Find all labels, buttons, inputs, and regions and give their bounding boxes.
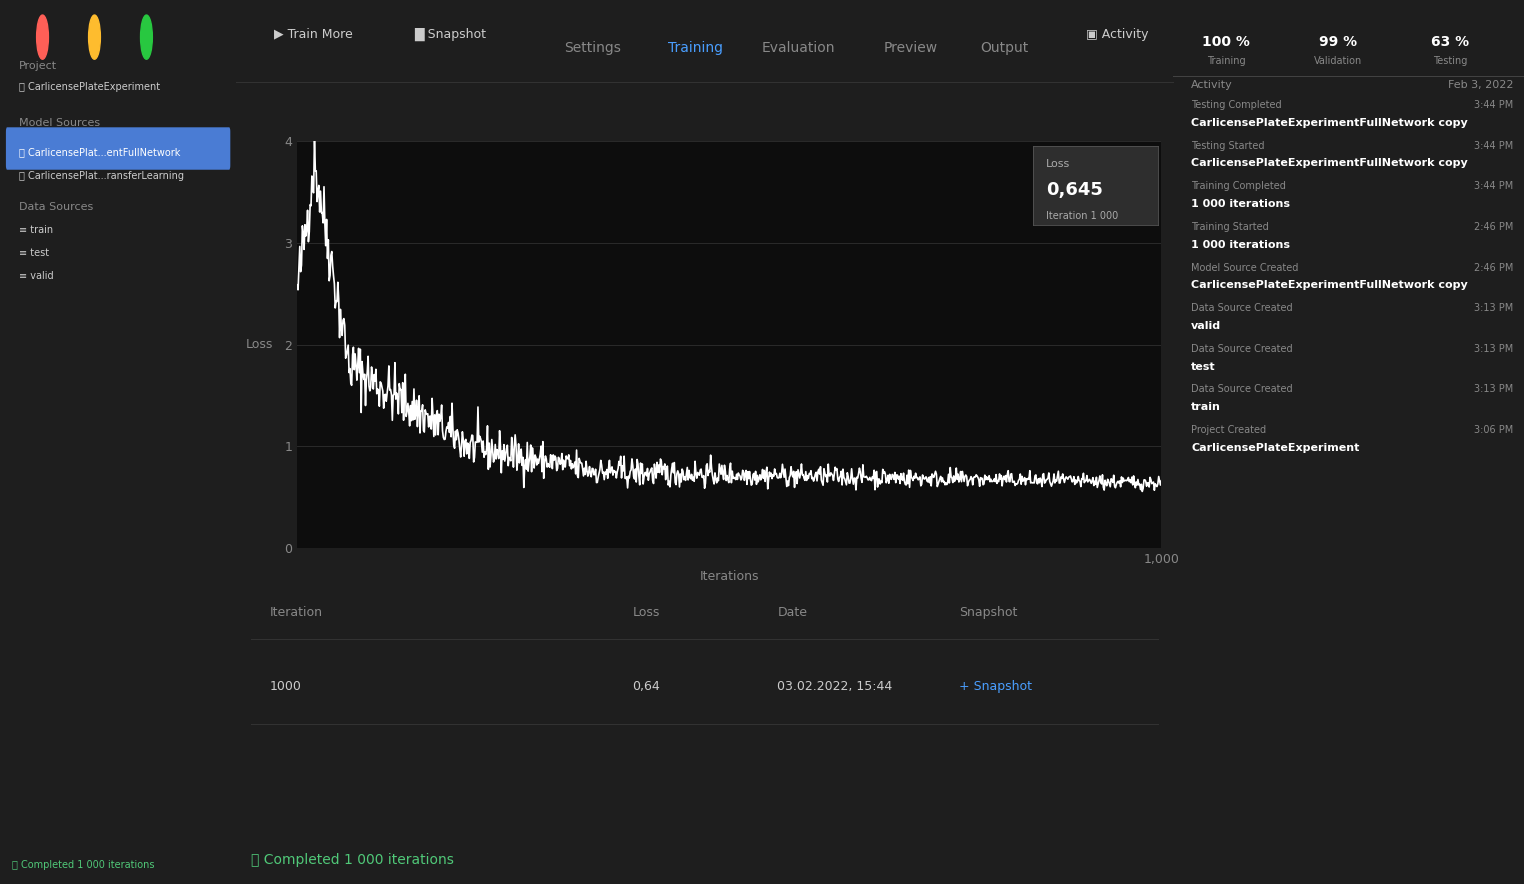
Text: 2:46 PM: 2:46 PM [1474,222,1513,232]
Text: 1000: 1000 [270,680,302,692]
Text: Date: Date [777,606,808,619]
Text: 3:13 PM: 3:13 PM [1474,303,1513,313]
Text: ≡ train: ≡ train [18,225,53,235]
Text: ✅ Completed 1 000 iterations: ✅ Completed 1 000 iterations [12,860,154,870]
Text: Testing Completed: Testing Completed [1192,100,1282,110]
Text: 3:13 PM: 3:13 PM [1474,385,1513,394]
Text: Testing: Testing [1433,56,1468,65]
Text: + Snapshot: + Snapshot [959,680,1032,692]
Text: Feb 3, 2022: Feb 3, 2022 [1448,80,1513,90]
Text: Validation: Validation [1314,56,1362,65]
Text: 3:44 PM: 3:44 PM [1474,100,1513,110]
Text: Testing Started: Testing Started [1192,141,1265,150]
Text: Project: Project [18,61,56,71]
Text: 3:13 PM: 3:13 PM [1474,344,1513,354]
Text: 100 %: 100 % [1202,35,1250,49]
Text: CarlicensePlateExperimentFullNetwork copy: CarlicensePlateExperimentFullNetwork cop… [1192,118,1468,127]
Text: Training: Training [668,41,722,55]
Text: 3:44 PM: 3:44 PM [1474,181,1513,191]
Text: CarlicensePlateExperimentFullNetwork copy: CarlicensePlateExperimentFullNetwork cop… [1192,280,1468,290]
Text: Loss: Loss [1045,158,1070,169]
Text: 2:46 PM: 2:46 PM [1474,263,1513,272]
Text: CarlicensePlateExperimentFullNetwork copy: CarlicensePlateExperimentFullNetwork cop… [1192,158,1468,168]
Text: 3:06 PM: 3:06 PM [1474,425,1513,435]
Text: ✅ Completed 1 000 iterations: ✅ Completed 1 000 iterations [251,853,454,867]
Text: Snapshot: Snapshot [959,606,1017,619]
Circle shape [88,15,101,59]
Text: Data Source Created: Data Source Created [1192,344,1292,354]
Text: 99 %: 99 % [1320,35,1358,49]
FancyBboxPatch shape [6,127,230,170]
Text: Model Sources: Model Sources [18,118,101,127]
Text: 0,64: 0,64 [632,680,660,692]
Text: train: train [1192,402,1221,412]
Text: 📄 CarlicensePlat...entFullNetwork: 📄 CarlicensePlat...entFullNetwork [18,148,180,157]
Text: Data Source Created: Data Source Created [1192,385,1292,394]
Circle shape [140,15,152,59]
Text: ▣ Activity: ▣ Activity [1087,27,1149,41]
Text: Loss: Loss [632,606,660,619]
Text: 0,645: 0,645 [1045,181,1103,199]
Text: Evaluation: Evaluation [762,41,835,55]
Text: 03.02.2022, 15:44: 03.02.2022, 15:44 [777,680,893,692]
Text: █ Snapshot: █ Snapshot [415,27,486,41]
Text: ▶ Train More: ▶ Train More [274,27,352,41]
Text: Iteration 1 000: Iteration 1 000 [1045,211,1119,221]
Text: 63 %: 63 % [1431,35,1469,49]
Text: Training Completed: Training Completed [1192,181,1286,191]
Text: CarlicensePlateExperiment: CarlicensePlateExperiment [1192,443,1359,453]
Text: Project Created: Project Created [1192,425,1266,435]
Text: test: test [1192,362,1216,371]
Text: ≡ valid: ≡ valid [18,271,53,281]
Text: Loss: Loss [245,339,273,351]
Text: Model Source Created: Model Source Created [1192,263,1298,272]
Text: Data Sources: Data Sources [18,202,93,212]
Text: Iteration: Iteration [270,606,323,619]
Text: 📄 CarlicensePlat...ransferLearning: 📄 CarlicensePlat...ransferLearning [18,171,184,180]
Text: 1 000 iterations: 1 000 iterations [1192,240,1289,249]
Text: valid: valid [1192,321,1221,331]
Text: 1 000 iterations: 1 000 iterations [1192,199,1289,209]
Circle shape [37,15,49,59]
Text: Settings: Settings [564,41,620,55]
Text: Activity: Activity [1192,80,1233,90]
Text: Training: Training [1207,56,1245,65]
Text: Preview: Preview [884,41,939,55]
Text: Output: Output [980,41,1029,55]
Text: 📄 CarlicensePlateExperiment: 📄 CarlicensePlateExperiment [18,82,160,92]
Text: 3:44 PM: 3:44 PM [1474,141,1513,150]
Text: ≡ test: ≡ test [18,248,49,258]
X-axis label: Iterations: Iterations [700,570,759,583]
Text: Data Source Created: Data Source Created [1192,303,1292,313]
Text: Training Started: Training Started [1192,222,1269,232]
